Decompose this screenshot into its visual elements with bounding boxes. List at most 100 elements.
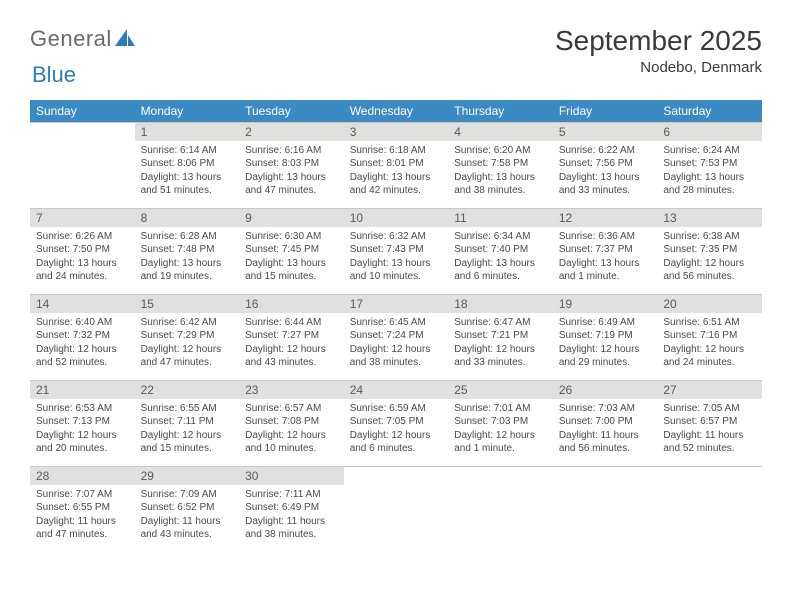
calendar-day-cell: 6Sunrise: 6:24 AMSunset: 7:53 PMDaylight… — [657, 122, 762, 208]
weekday-header: Wednesday — [344, 100, 449, 122]
calendar-day-cell: 9Sunrise: 6:30 AMSunset: 7:45 PMDaylight… — [239, 208, 344, 294]
weekday-header: Sunday — [30, 100, 135, 122]
calendar-empty-cell — [553, 466, 658, 552]
day-number: 15 — [135, 294, 240, 313]
day-number: 29 — [135, 466, 240, 485]
logo-text-b: Blue — [32, 62, 76, 87]
calendar-day-cell: 1Sunrise: 6:14 AMSunset: 8:06 PMDaylight… — [135, 122, 240, 208]
calendar-day-cell: 29Sunrise: 7:09 AMSunset: 6:52 PMDayligh… — [135, 466, 240, 552]
day-details: Sunrise: 6:38 AMSunset: 7:35 PMDaylight:… — [657, 227, 762, 288]
calendar-day-cell: 15Sunrise: 6:42 AMSunset: 7:29 PMDayligh… — [135, 294, 240, 380]
day-details: Sunrise: 7:05 AMSunset: 6:57 PMDaylight:… — [657, 399, 762, 460]
day-number: 10 — [344, 208, 449, 227]
day-details: Sunrise: 6:59 AMSunset: 7:05 PMDaylight:… — [344, 399, 449, 460]
day-number: 9 — [239, 208, 344, 227]
calendar-day-cell: 23Sunrise: 6:57 AMSunset: 7:08 PMDayligh… — [239, 380, 344, 466]
day-number: 3 — [344, 122, 449, 141]
day-number: 17 — [344, 294, 449, 313]
calendar-empty-cell — [657, 466, 762, 552]
day-number — [448, 466, 553, 471]
day-details: Sunrise: 6:16 AMSunset: 8:03 PMDaylight:… — [239, 141, 344, 202]
day-number: 23 — [239, 380, 344, 399]
day-details: Sunrise: 6:40 AMSunset: 7:32 PMDaylight:… — [30, 313, 135, 374]
calendar-empty-cell — [448, 466, 553, 552]
day-number: 22 — [135, 380, 240, 399]
day-details: Sunrise: 6:34 AMSunset: 7:40 PMDaylight:… — [448, 227, 553, 288]
day-number — [657, 466, 762, 471]
day-number: 13 — [657, 208, 762, 227]
day-number: 19 — [553, 294, 658, 313]
month-title: September 2025 — [555, 26, 762, 57]
calendar-day-cell: 5Sunrise: 6:22 AMSunset: 7:56 PMDaylight… — [553, 122, 658, 208]
location-label: Nodebo, Denmark — [555, 59, 762, 76]
calendar-day-cell: 28Sunrise: 7:07 AMSunset: 6:55 PMDayligh… — [30, 466, 135, 552]
day-number: 5 — [553, 122, 658, 141]
calendar-week-row: 14Sunrise: 6:40 AMSunset: 7:32 PMDayligh… — [30, 294, 762, 380]
day-details: Sunrise: 7:01 AMSunset: 7:03 PMDaylight:… — [448, 399, 553, 460]
day-details: Sunrise: 6:47 AMSunset: 7:21 PMDaylight:… — [448, 313, 553, 374]
calendar-day-cell: 25Sunrise: 7:01 AMSunset: 7:03 PMDayligh… — [448, 380, 553, 466]
calendar-day-cell: 26Sunrise: 7:03 AMSunset: 7:00 PMDayligh… — [553, 380, 658, 466]
day-details: Sunrise: 6:36 AMSunset: 7:37 PMDaylight:… — [553, 227, 658, 288]
calendar-empty-cell — [344, 466, 449, 552]
day-details: Sunrise: 6:32 AMSunset: 7:43 PMDaylight:… — [344, 227, 449, 288]
day-details: Sunrise: 6:51 AMSunset: 7:16 PMDaylight:… — [657, 313, 762, 374]
weekday-header: Saturday — [657, 100, 762, 122]
day-number — [344, 466, 449, 471]
day-number: 26 — [553, 380, 658, 399]
day-number: 4 — [448, 122, 553, 141]
day-number — [30, 122, 135, 127]
calendar-day-cell: 2Sunrise: 6:16 AMSunset: 8:03 PMDaylight… — [239, 122, 344, 208]
day-details: Sunrise: 6:20 AMSunset: 7:58 PMDaylight:… — [448, 141, 553, 202]
day-number: 30 — [239, 466, 344, 485]
day-details: Sunrise: 6:18 AMSunset: 8:01 PMDaylight:… — [344, 141, 449, 202]
calendar-week-row: 21Sunrise: 6:53 AMSunset: 7:13 PMDayligh… — [30, 380, 762, 466]
calendar-day-cell: 27Sunrise: 7:05 AMSunset: 6:57 PMDayligh… — [657, 380, 762, 466]
day-details: Sunrise: 6:45 AMSunset: 7:24 PMDaylight:… — [344, 313, 449, 374]
calendar-day-cell: 18Sunrise: 6:47 AMSunset: 7:21 PMDayligh… — [448, 294, 553, 380]
day-details: Sunrise: 7:03 AMSunset: 7:00 PMDaylight:… — [553, 399, 658, 460]
day-number: 20 — [657, 294, 762, 313]
day-details: Sunrise: 6:28 AMSunset: 7:48 PMDaylight:… — [135, 227, 240, 288]
calendar-day-cell: 16Sunrise: 6:44 AMSunset: 7:27 PMDayligh… — [239, 294, 344, 380]
day-number: 18 — [448, 294, 553, 313]
day-details: Sunrise: 6:30 AMSunset: 7:45 PMDaylight:… — [239, 227, 344, 288]
weekday-header: Friday — [553, 100, 658, 122]
calendar-empty-cell — [30, 122, 135, 208]
day-number: 24 — [344, 380, 449, 399]
calendar-day-cell: 3Sunrise: 6:18 AMSunset: 8:01 PMDaylight… — [344, 122, 449, 208]
day-details: Sunrise: 6:44 AMSunset: 7:27 PMDaylight:… — [239, 313, 344, 374]
day-number: 11 — [448, 208, 553, 227]
day-details: Sunrise: 6:26 AMSunset: 7:50 PMDaylight:… — [30, 227, 135, 288]
calendar-body: 1Sunrise: 6:14 AMSunset: 8:06 PMDaylight… — [30, 122, 762, 552]
day-details: Sunrise: 7:07 AMSunset: 6:55 PMDaylight:… — [30, 485, 135, 546]
day-number: 2 — [239, 122, 344, 141]
calendar-day-cell: 11Sunrise: 6:34 AMSunset: 7:40 PMDayligh… — [448, 208, 553, 294]
calendar-day-cell: 10Sunrise: 6:32 AMSunset: 7:43 PMDayligh… — [344, 208, 449, 294]
day-number: 16 — [239, 294, 344, 313]
calendar-day-cell: 17Sunrise: 6:45 AMSunset: 7:24 PMDayligh… — [344, 294, 449, 380]
weekday-header: Tuesday — [239, 100, 344, 122]
weekday-header-row: SundayMondayTuesdayWednesdayThursdayFrid… — [30, 100, 762, 122]
weekday-header: Thursday — [448, 100, 553, 122]
day-number: 8 — [135, 208, 240, 227]
calendar-day-cell: 22Sunrise: 6:55 AMSunset: 7:11 PMDayligh… — [135, 380, 240, 466]
logo-text-a: General — [30, 26, 112, 52]
day-details: Sunrise: 6:24 AMSunset: 7:53 PMDaylight:… — [657, 141, 762, 202]
calendar-day-cell: 7Sunrise: 6:26 AMSunset: 7:50 PMDaylight… — [30, 208, 135, 294]
calendar-day-cell: 12Sunrise: 6:36 AMSunset: 7:37 PMDayligh… — [553, 208, 658, 294]
day-number: 21 — [30, 380, 135, 399]
calendar-day-cell: 4Sunrise: 6:20 AMSunset: 7:58 PMDaylight… — [448, 122, 553, 208]
calendar-week-row: 28Sunrise: 7:07 AMSunset: 6:55 PMDayligh… — [30, 466, 762, 552]
day-number: 28 — [30, 466, 135, 485]
day-number: 27 — [657, 380, 762, 399]
day-number: 6 — [657, 122, 762, 141]
calendar-day-cell: 21Sunrise: 6:53 AMSunset: 7:13 PMDayligh… — [30, 380, 135, 466]
calendar-day-cell: 8Sunrise: 6:28 AMSunset: 7:48 PMDaylight… — [135, 208, 240, 294]
title-block: September 2025 Nodebo, Denmark — [555, 26, 762, 76]
calendar-day-cell: 24Sunrise: 6:59 AMSunset: 7:05 PMDayligh… — [344, 380, 449, 466]
day-details: Sunrise: 6:42 AMSunset: 7:29 PMDaylight:… — [135, 313, 240, 374]
day-details: Sunrise: 6:49 AMSunset: 7:19 PMDaylight:… — [553, 313, 658, 374]
day-details: Sunrise: 6:14 AMSunset: 8:06 PMDaylight:… — [135, 141, 240, 202]
calendar-day-cell: 14Sunrise: 6:40 AMSunset: 7:32 PMDayligh… — [30, 294, 135, 380]
